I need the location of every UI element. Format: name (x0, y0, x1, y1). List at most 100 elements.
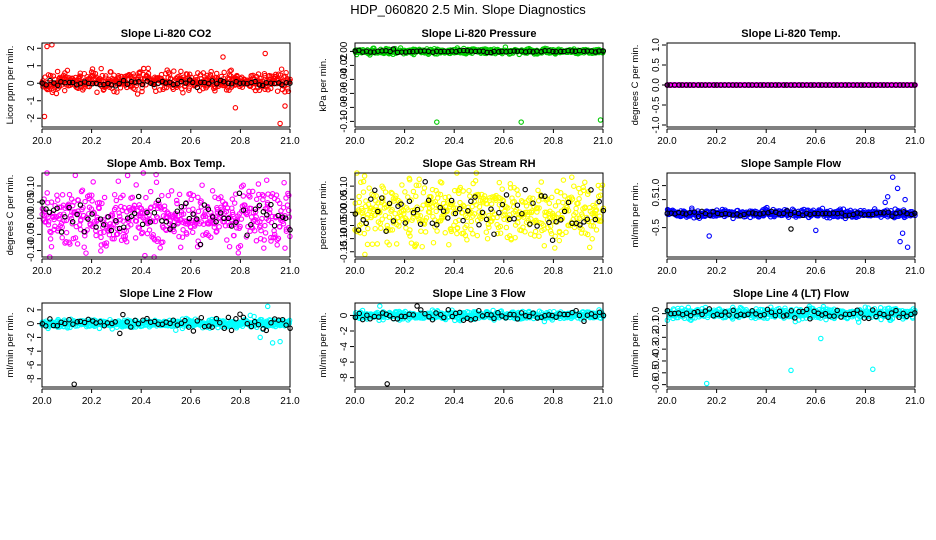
data-point (286, 192, 292, 199)
data-point (406, 48, 413, 55)
data-point (555, 199, 562, 205)
y-tick-label: 0 (26, 320, 37, 326)
data-point (488, 49, 494, 56)
data-point (222, 222, 229, 229)
data-point (44, 190, 50, 196)
x-tick-label: 20.6 (494, 396, 514, 407)
data-point (281, 179, 287, 186)
data-point (134, 91, 141, 97)
data-point (89, 80, 96, 87)
data-point (228, 81, 235, 87)
data-point (899, 230, 906, 236)
data-point (274, 242, 280, 248)
data-point (168, 188, 175, 194)
y-tick-label: -6 (339, 357, 350, 366)
data-point (199, 182, 205, 188)
data-point (445, 49, 451, 55)
data-point (283, 195, 289, 201)
x-tick-label: 20.8 (856, 136, 876, 147)
data-point (190, 211, 196, 217)
data-point (47, 72, 54, 79)
y-axis-label: ml/min per min. (318, 313, 329, 378)
data-point (208, 234, 214, 241)
data-point (695, 82, 702, 88)
data-point (377, 303, 383, 309)
data-point (74, 211, 80, 218)
data-point (47, 236, 54, 242)
data-point (174, 208, 181, 214)
data-point (484, 49, 490, 56)
data-point (557, 48, 564, 55)
data-point (275, 235, 282, 242)
data-point (486, 224, 492, 231)
x-axis: 20.0 20.2 20.4 20.6 20.8 21.0 (657, 128, 925, 147)
data-point (360, 189, 367, 195)
data-point (556, 237, 563, 244)
data-point (44, 43, 50, 50)
data-point (484, 235, 491, 242)
data-point (253, 214, 259, 220)
data-point (808, 82, 814, 88)
x-tick-label: 21.0 (593, 396, 613, 407)
data-point (122, 233, 129, 240)
y-tick-label: -2 (26, 333, 37, 342)
data-point (280, 204, 287, 211)
x-tick-label: 20.6 (181, 396, 201, 407)
data-point (66, 79, 73, 86)
x-tick-label: 20.0 (345, 396, 365, 407)
data-point (71, 381, 77, 387)
series-all (39, 170, 293, 260)
data-point (454, 230, 460, 237)
data-point (442, 230, 448, 236)
data-point (47, 228, 53, 235)
data-point (229, 205, 235, 211)
data-points (39, 170, 293, 260)
data-point (470, 231, 476, 237)
data-point (128, 213, 135, 220)
series-subset (664, 82, 918, 88)
data-point (124, 81, 131, 88)
data-point (571, 183, 577, 189)
y-tick-label: -8 (26, 374, 37, 383)
data-point (136, 79, 142, 85)
data-point (145, 65, 151, 72)
data-point (361, 173, 368, 179)
data-point (128, 78, 135, 85)
data-point (184, 71, 190, 78)
x-tick-label: 20.0 (32, 136, 52, 147)
y-tick-label: -0.10 (339, 110, 350, 133)
panel-title: Slope Li-820 Temp. (741, 28, 840, 40)
data-point (467, 193, 473, 199)
data-point (139, 81, 146, 88)
data-point (563, 229, 569, 236)
data-point (282, 103, 288, 109)
panel-title: Slope Gas Stream RH (422, 158, 535, 170)
x-tick-label: 20.8 (544, 396, 564, 407)
data-point (730, 82, 736, 88)
data-point (757, 82, 764, 88)
y-tick-label: 0 (26, 80, 37, 86)
data-point (538, 179, 545, 185)
data-point (67, 241, 73, 247)
data-point (205, 80, 212, 87)
data-point (765, 82, 771, 88)
data-point (356, 193, 362, 200)
data-point (212, 88, 218, 94)
data-point (247, 194, 253, 200)
data-point (228, 327, 235, 334)
data-point (592, 49, 599, 55)
data-point (464, 237, 470, 243)
data-point (61, 87, 68, 94)
data-point (532, 228, 539, 235)
panel-title: Slope Li-820 Pressure (422, 28, 537, 40)
y-tick-label: -0.04 (339, 68, 350, 91)
data-point (284, 202, 291, 208)
data-point (576, 185, 582, 192)
data-point (171, 228, 177, 235)
data-point (75, 197, 82, 204)
x-tick-label: 20.4 (756, 266, 776, 277)
data-point (179, 234, 186, 240)
data-point (280, 221, 287, 227)
